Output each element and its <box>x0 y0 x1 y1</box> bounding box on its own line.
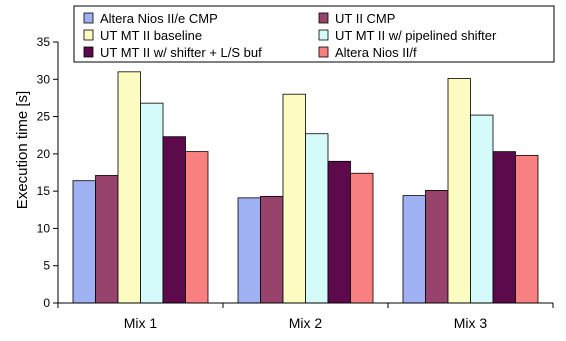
bar <box>447 78 471 304</box>
legend-label: UT II CMP <box>335 11 395 26</box>
bar <box>162 136 186 304</box>
legend-swatch <box>83 29 94 41</box>
x-axis: Mix 1 Mix 2 Mix 3 <box>57 302 554 331</box>
legend-swatch <box>83 12 94 24</box>
legend-swatch <box>318 29 329 41</box>
bar <box>260 195 284 304</box>
y-tick-label: 30 <box>37 72 51 86</box>
legend-label: Altera Nios II/f <box>335 45 417 60</box>
bar <box>117 71 141 304</box>
legend-swatch <box>83 46 94 58</box>
y-tick-label: 0 <box>43 296 50 310</box>
bar <box>327 160 351 304</box>
bar <box>305 133 329 304</box>
bar <box>470 114 494 304</box>
legend-swatch <box>318 46 329 58</box>
y-axis: 0 5 10 15 20 25 30 35 <box>37 35 59 310</box>
bar <box>350 172 374 304</box>
y-tick-label: 20 <box>37 147 51 161</box>
legend-swatch <box>318 12 329 24</box>
x-category-label: Mix 2 <box>289 315 323 331</box>
bar <box>95 175 119 304</box>
y-axis-title: Execution time [s] <box>14 91 31 209</box>
bar <box>402 195 426 304</box>
y-tick-label: 35 <box>37 35 51 49</box>
bar <box>282 93 306 304</box>
y-tick-label: 25 <box>37 110 51 124</box>
legend: Altera Nios II/e CMP UT II CMP UT MT II ba… <box>73 5 555 63</box>
bar <box>515 154 539 304</box>
legend-label: Altera Nios II/e CMP <box>100 11 218 26</box>
x-category-label: Mix 3 <box>454 315 488 331</box>
plot-area <box>72 71 539 304</box>
x-category-label: Mix 1 <box>124 315 158 331</box>
bar <box>237 197 261 304</box>
bar <box>492 151 516 304</box>
bar <box>185 151 209 304</box>
y-tick-label: 10 <box>37 221 51 235</box>
bar <box>140 102 164 304</box>
legend-label: UT MT II w/ pipelined shifter <box>335 28 497 43</box>
legend-label: UT MT II baseline <box>100 28 202 43</box>
y-tick-label: 15 <box>37 184 51 198</box>
legend-label: UT MT II w/ shifter + L/S buf <box>100 45 262 60</box>
bar <box>72 180 96 304</box>
y-tick-label: 5 <box>43 259 50 273</box>
bar <box>425 189 449 304</box>
legend-box <box>73 5 555 63</box>
